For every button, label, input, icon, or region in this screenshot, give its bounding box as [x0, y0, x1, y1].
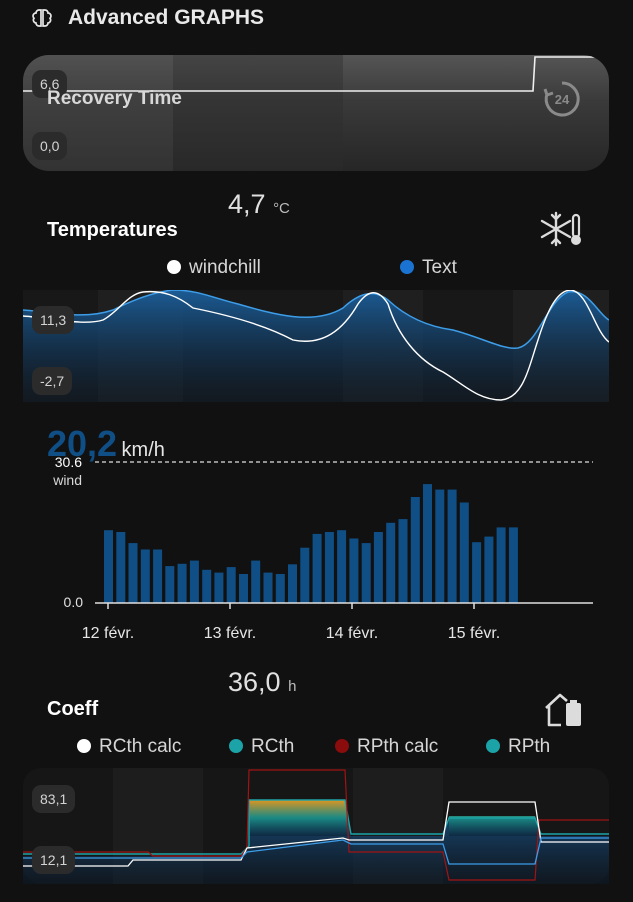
page-header: Advanced GRAPHS [0, 0, 633, 40]
wind-value-number: 20,2 [47, 423, 118, 464]
wind-bar[interactable] [104, 530, 113, 603]
wind-bar[interactable] [288, 564, 297, 603]
temperatures-title: Temperatures [47, 219, 178, 241]
coeff-ymax-label: 83,1 [32, 785, 76, 813]
temperature-unit: °C [273, 200, 290, 217]
recovery-ymax-label: 6,6 [32, 70, 68, 98]
wind-x-tick-label: 12 févr. [82, 625, 134, 642]
coeff-value-number: 36,0 [228, 667, 281, 697]
wind-bar[interactable] [312, 533, 322, 603]
wind-bar[interactable] [324, 532, 334, 603]
wind-bar[interactable] [508, 527, 518, 603]
legend-rcth-label: RCth [251, 736, 295, 757]
wind-bar-chart: 30.6 wind 0.0 12 févr. 13 févr. 14 févr. 15… [52, 454, 593, 642]
wind-bar[interactable] [226, 567, 236, 603]
coeff-chart [23, 768, 609, 884]
legend-rpth-calc[interactable]: RPth calc [335, 736, 438, 758]
wind-threshold-label: 30.6 [55, 454, 82, 470]
legend-text-label: Text [422, 257, 457, 278]
wind-bar[interactable] [189, 560, 199, 603]
page-title: Advanced GRAPHS [68, 6, 265, 29]
legend-rcth[interactable]: RCth [229, 736, 294, 758]
wind-bar[interactable] [349, 538, 359, 604]
wind-bar[interactable] [496, 527, 506, 603]
wind-x-tick-label: 15 févr. [448, 625, 500, 642]
wind-bar[interactable] [153, 549, 163, 604]
legend-rpth-label: RPth [508, 736, 551, 757]
wind-bar[interactable] [165, 566, 175, 603]
wind-bar[interactable] [300, 547, 310, 603]
wind-x-tick-label: 14 févr. [326, 625, 378, 642]
wind-bar[interactable] [275, 574, 285, 603]
wind-bar[interactable] [423, 484, 432, 603]
temperature-ymin-label: -2,7 [32, 367, 73, 395]
temperature-ymax-label: 11,3 [32, 306, 75, 334]
wind-bar[interactable] [373, 532, 383, 603]
wind-bar[interactable] [398, 519, 408, 603]
brain-icon [32, 9, 52, 27]
wind-bar[interactable] [177, 563, 187, 603]
wind-bar[interactable] [140, 549, 150, 604]
legend-rcth-calc-label: RCth calc [99, 736, 182, 757]
legend-windchill[interactable]: windchill [167, 257, 261, 279]
legend-rcth-calc[interactable]: RCth calc [77, 736, 181, 758]
legend-rcth-calc-swatch [77, 739, 91, 753]
wind-zero-label: 0.0 [64, 594, 84, 610]
wind-bar[interactable] [251, 560, 261, 603]
wind-bar[interactable] [410, 497, 420, 603]
recovery-time-label: Recovery Time [47, 88, 182, 109]
recovery-chart [23, 55, 609, 171]
temperatures-chart [23, 290, 609, 402]
wind-bar[interactable] [263, 572, 273, 603]
recovery-ymin-label: 0,0 [32, 132, 68, 160]
wind-unit: km/h [121, 439, 165, 461]
wind-bar[interactable] [337, 530, 347, 603]
wind-bar[interactable] [202, 569, 212, 603]
wind-bar[interactable] [435, 489, 445, 603]
legend-windchill-label: windchill [189, 257, 261, 278]
legend-rpth-swatch [486, 739, 500, 753]
temperature-value: 4,7 °C [228, 189, 290, 220]
wind-bar[interactable] [386, 522, 396, 603]
legend-text[interactable]: Text [400, 257, 457, 279]
wind-bar[interactable] [116, 532, 126, 603]
wind-x-tick-label: 13 févr. [204, 625, 256, 642]
wind-bar[interactable] [447, 489, 457, 603]
legend-rpth-calc-label: RPth calc [357, 736, 439, 757]
clock-24-icon: 24 [543, 81, 580, 117]
legend-text-swatch [400, 260, 414, 274]
coeff-unit: h [288, 678, 297, 695]
legend-rpth-calc-swatch [335, 739, 349, 753]
wind-bar[interactable] [128, 543, 138, 603]
wind-bar[interactable] [459, 502, 469, 604]
wind-value: 20,2 km/h [47, 423, 165, 465]
coeff-value: 36,0 h [228, 667, 296, 698]
coeff-title: Coeff [47, 698, 99, 720]
recovery-time-card[interactable]: 24 [23, 55, 609, 171]
temperature-value-number: 4,7 [228, 189, 266, 219]
wind-bar[interactable] [484, 536, 494, 603]
legend-rcth-swatch [229, 739, 243, 753]
house-battery-icon [545, 693, 581, 727]
svg-text:24: 24 [555, 92, 570, 107]
wind-bar[interactable] [214, 572, 224, 603]
coeff-ymin-label: 12,1 [32, 846, 76, 874]
snowflake-thermometer-icon [540, 211, 581, 247]
legend-rpth[interactable]: RPth [486, 736, 550, 758]
wind-bar[interactable] [472, 542, 482, 603]
wind-series-label: wind [52, 472, 82, 488]
wind-bar[interactable] [361, 543, 371, 603]
legend-windchill-swatch [167, 260, 181, 274]
wind-bar[interactable] [239, 574, 248, 603]
